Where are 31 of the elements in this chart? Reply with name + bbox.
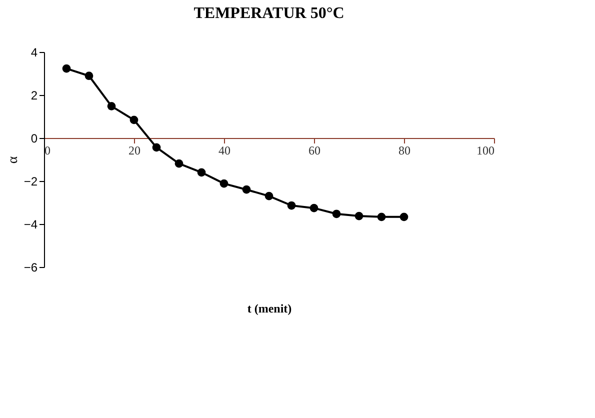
point <box>152 143 161 152</box>
point <box>174 159 184 168</box>
point <box>354 212 364 220</box>
point <box>287 201 296 210</box>
y-tick-label: 4 <box>30 46 38 60</box>
point <box>107 102 116 110</box>
y-tick-label: 0 <box>30 132 38 146</box>
x-tick-label: 100 <box>476 144 494 158</box>
point <box>220 179 228 188</box>
x-tick-label: 20 <box>128 144 140 158</box>
x-tick-label: 60 <box>308 144 320 158</box>
x-axis-title: t (menit) <box>247 302 292 316</box>
x-tick-label: 80 <box>398 144 410 158</box>
y-tick-label: −2 <box>24 174 38 188</box>
point <box>332 210 341 218</box>
point <box>400 212 408 222</box>
x-tick-label: 40 <box>218 144 230 158</box>
y-tick-label: −4 <box>24 218 38 232</box>
point <box>264 192 274 200</box>
chart-title: TEMPERATUR 50°C <box>194 5 344 22</box>
x-tick-label: 0 <box>44 144 50 158</box>
point <box>197 168 206 177</box>
point <box>377 212 386 222</box>
y-axis-title: α <box>6 156 21 164</box>
point <box>130 116 138 124</box>
point <box>84 72 94 80</box>
y-tick-label: 2 <box>30 88 38 102</box>
point <box>310 204 318 212</box>
point <box>242 185 251 194</box>
point <box>62 64 71 73</box>
y-tick-label: −6 <box>24 260 38 274</box>
